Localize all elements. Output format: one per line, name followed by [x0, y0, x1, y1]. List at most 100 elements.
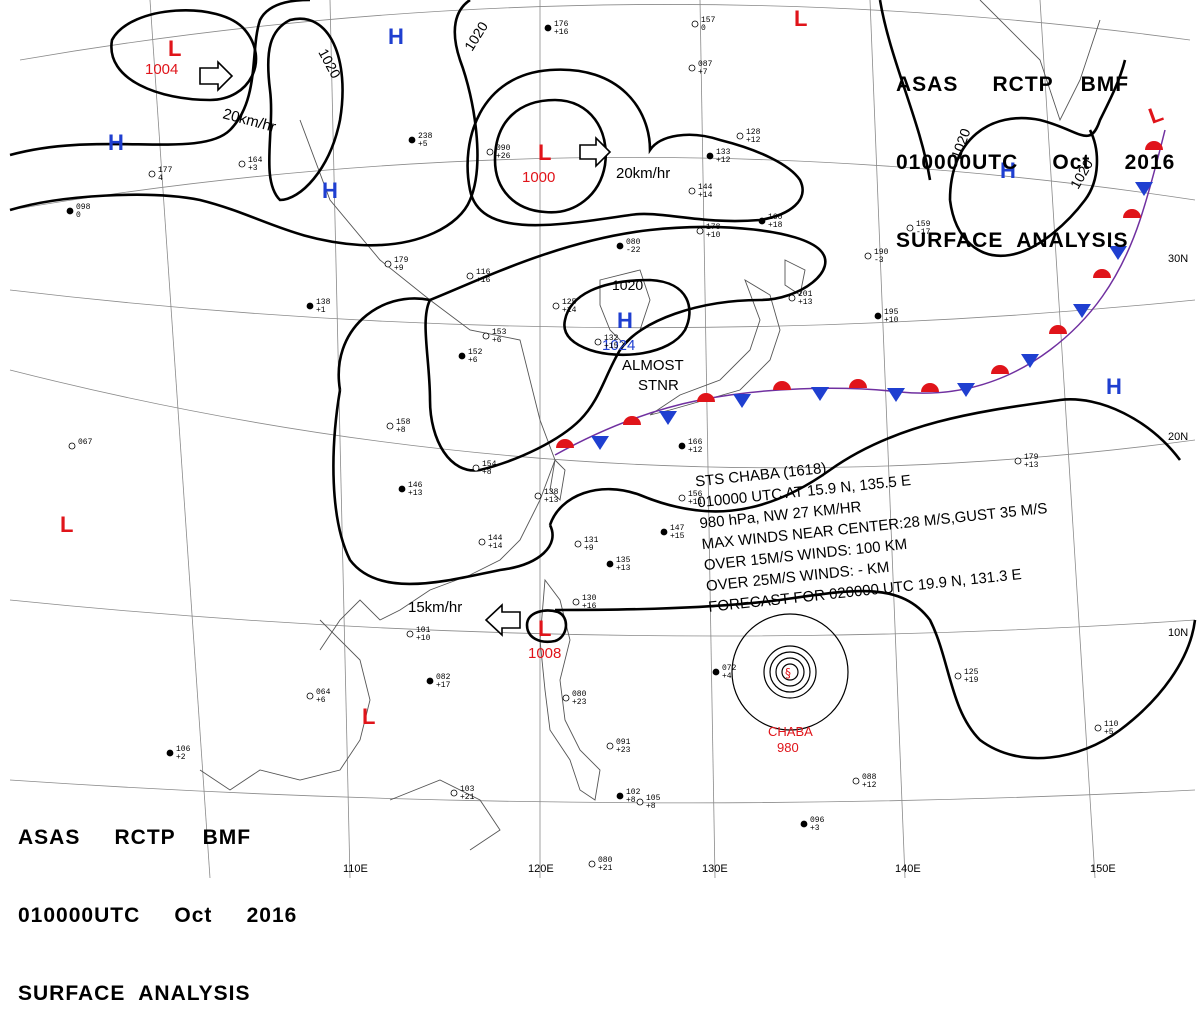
station-tendency: +5	[1104, 728, 1114, 737]
station-marker	[534, 492, 542, 500]
station-tendency: +16	[476, 276, 491, 285]
storm-info: STS CHABA (1618) 010000 UTC AT 15.9 N, 1…	[694, 460, 1048, 616]
station-pressure: 082	[436, 673, 451, 682]
storm-pressure: 980	[777, 740, 799, 755]
station-tendency: +2	[176, 753, 186, 762]
isobars	[9, 0, 1197, 760]
header-top-line3: SURFACE ANALYSIS	[896, 229, 1129, 252]
station-pressure: 103	[460, 785, 475, 794]
lat-label: 10N	[1168, 627, 1188, 639]
low-pressure-value: 1008	[528, 645, 561, 662]
station-marker	[68, 442, 76, 450]
station-marker	[386, 422, 394, 430]
station-marker	[450, 789, 458, 797]
header-top-line1: ASAS RCTP BMF	[896, 73, 1130, 96]
high-center: H	[108, 130, 124, 155]
station-tendency: +6	[492, 336, 502, 345]
station-pressure: 177	[158, 166, 173, 175]
station-tendency: +13	[408, 489, 423, 498]
cold-front-triangle	[1073, 304, 1091, 318]
station-tendency: +14	[488, 542, 503, 551]
station-plots: 176+161570087+7238+5164+317740980090+261…	[66, 16, 1119, 873]
weather-map: § 30N 20N 10N 110E 120E 130E 140E 150E 1…	[9, 0, 1197, 878]
station-pressure: 080	[572, 690, 587, 699]
station-pressure: 160	[768, 213, 783, 222]
station-marker	[238, 160, 246, 168]
station-tendency: +12	[716, 156, 731, 165]
isobar-southeast	[554, 589, 1197, 760]
station-tendency: +8	[626, 796, 636, 805]
station-pressure: 067	[78, 438, 93, 447]
lon-labels: 110E 120E 130E 140E 150E	[343, 863, 1116, 875]
coast-borneo	[389, 779, 501, 851]
station-tendency: +8	[396, 426, 406, 435]
station-tendency: 0	[76, 211, 81, 220]
station-marker	[678, 442, 686, 450]
station-tendency: +21	[460, 793, 475, 802]
station-pressure: 164	[248, 156, 263, 165]
station-pressure: 144	[488, 534, 503, 543]
station-pressure: 156	[688, 490, 703, 499]
station-tendency: +23	[616, 746, 631, 755]
station-tendency: +3	[248, 164, 258, 173]
station-tendency: +15	[604, 342, 619, 351]
station-marker	[606, 560, 614, 568]
lon-label: 110E	[343, 863, 368, 875]
station-pressure: 087	[698, 60, 713, 69]
isobar-high-center	[266, 17, 344, 202]
stationary-label-line1: ALMOST	[622, 357, 684, 374]
station-pressure: 135	[616, 556, 631, 565]
station-tendency: +8	[482, 468, 492, 477]
station-tendency: +10	[706, 231, 721, 240]
station-marker	[594, 338, 602, 346]
isobar-low-1000-inner	[493, 98, 608, 214]
high-pressure-value: 1024	[602, 337, 635, 354]
station-pressure: 132	[604, 334, 619, 343]
station-marker	[616, 792, 624, 800]
cold-front-triangle	[1021, 354, 1039, 368]
station-pressure: 146	[408, 481, 423, 490]
typhoon-center-icon: §	[785, 666, 791, 680]
arrow-east-icon	[199, 60, 234, 92]
station-pressure: 072	[722, 664, 737, 673]
station-tendency: +6	[468, 356, 478, 365]
station-pressure: 157	[701, 16, 716, 25]
lon-label: 150E	[1090, 863, 1116, 875]
station-tendency: +9	[394, 264, 404, 273]
station-pressure: 144	[698, 183, 713, 192]
motion-speed-label: 20km/hr	[616, 165, 670, 182]
warm-front-semicircle	[556, 439, 574, 448]
warm-front-semicircle	[991, 365, 1009, 374]
coast-luzon	[539, 578, 601, 801]
station-pressure: 096	[810, 816, 825, 825]
station-pressure: 238	[418, 132, 433, 141]
low-center: L	[362, 704, 375, 729]
isobar-west-ridge	[9, 0, 479, 247]
station-pressure: 190	[874, 248, 889, 257]
station-pressure: 158	[396, 418, 411, 427]
isobar-low-1000-outer	[466, 68, 804, 227]
station-tendency: +10	[884, 316, 899, 325]
station-marker	[472, 464, 480, 472]
station-pressure: 176	[554, 20, 569, 29]
station-marker	[636, 798, 644, 806]
station-tendency: +4	[722, 672, 732, 681]
station-marker	[384, 260, 392, 268]
station-tendency: +12	[746, 136, 761, 145]
coast-taiwan	[549, 459, 566, 501]
station-marker	[954, 672, 962, 680]
low-center: L	[538, 140, 551, 165]
station-tendency: +16	[554, 28, 569, 37]
isobar-low-1004-ring	[110, 9, 258, 102]
station-marker	[691, 20, 699, 28]
isobar-north-1020	[9, 0, 311, 157]
lat-line-25n	[9, 289, 1196, 329]
motion-labels: 20km/hr 20km/hr 15km/hr	[221, 105, 670, 616]
station-pressure: 154	[482, 460, 497, 469]
station-marker	[458, 352, 466, 360]
pressure-systems: L 1004 H H H L 1000 L H L H 1024 H L L 1…	[60, 6, 1166, 729]
coast-kamchatka	[979, 0, 1101, 122]
cold-front-triangle	[1109, 246, 1127, 260]
coast-hokkaido	[784, 259, 806, 296]
station-marker	[758, 217, 766, 225]
